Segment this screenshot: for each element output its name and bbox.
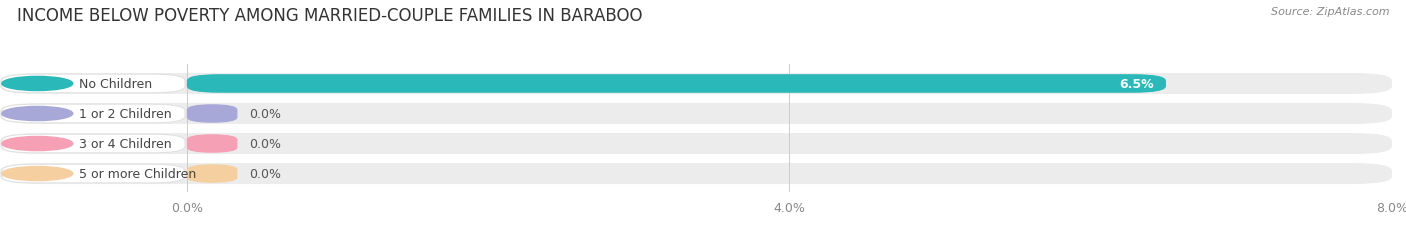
FancyBboxPatch shape bbox=[1, 105, 186, 123]
FancyBboxPatch shape bbox=[1, 135, 186, 153]
Text: 6.5%: 6.5% bbox=[1119, 78, 1154, 91]
FancyBboxPatch shape bbox=[0, 103, 1392, 125]
FancyBboxPatch shape bbox=[0, 134, 1392, 154]
Text: Source: ZipAtlas.com: Source: ZipAtlas.com bbox=[1271, 7, 1389, 17]
Text: 0.0%: 0.0% bbox=[249, 167, 281, 180]
Text: 0.0%: 0.0% bbox=[249, 137, 281, 150]
Text: 5 or more Children: 5 or more Children bbox=[79, 167, 197, 180]
Text: 3 or 4 Children: 3 or 4 Children bbox=[79, 137, 172, 150]
Text: No Children: No Children bbox=[79, 78, 152, 91]
FancyBboxPatch shape bbox=[0, 74, 1392, 94]
FancyBboxPatch shape bbox=[187, 164, 238, 183]
Text: INCOME BELOW POVERTY AMONG MARRIED-COUPLE FAMILIES IN BARABOO: INCOME BELOW POVERTY AMONG MARRIED-COUPL… bbox=[17, 7, 643, 25]
Text: 1 or 2 Children: 1 or 2 Children bbox=[79, 108, 172, 121]
FancyBboxPatch shape bbox=[187, 105, 238, 123]
Circle shape bbox=[1, 167, 73, 181]
Text: 0.0%: 0.0% bbox=[249, 108, 281, 121]
Circle shape bbox=[1, 107, 73, 121]
FancyBboxPatch shape bbox=[1, 75, 186, 93]
FancyBboxPatch shape bbox=[1, 164, 186, 183]
Circle shape bbox=[1, 77, 73, 91]
FancyBboxPatch shape bbox=[187, 135, 238, 153]
FancyBboxPatch shape bbox=[0, 163, 1392, 184]
Circle shape bbox=[1, 137, 73, 151]
FancyBboxPatch shape bbox=[187, 75, 1166, 93]
